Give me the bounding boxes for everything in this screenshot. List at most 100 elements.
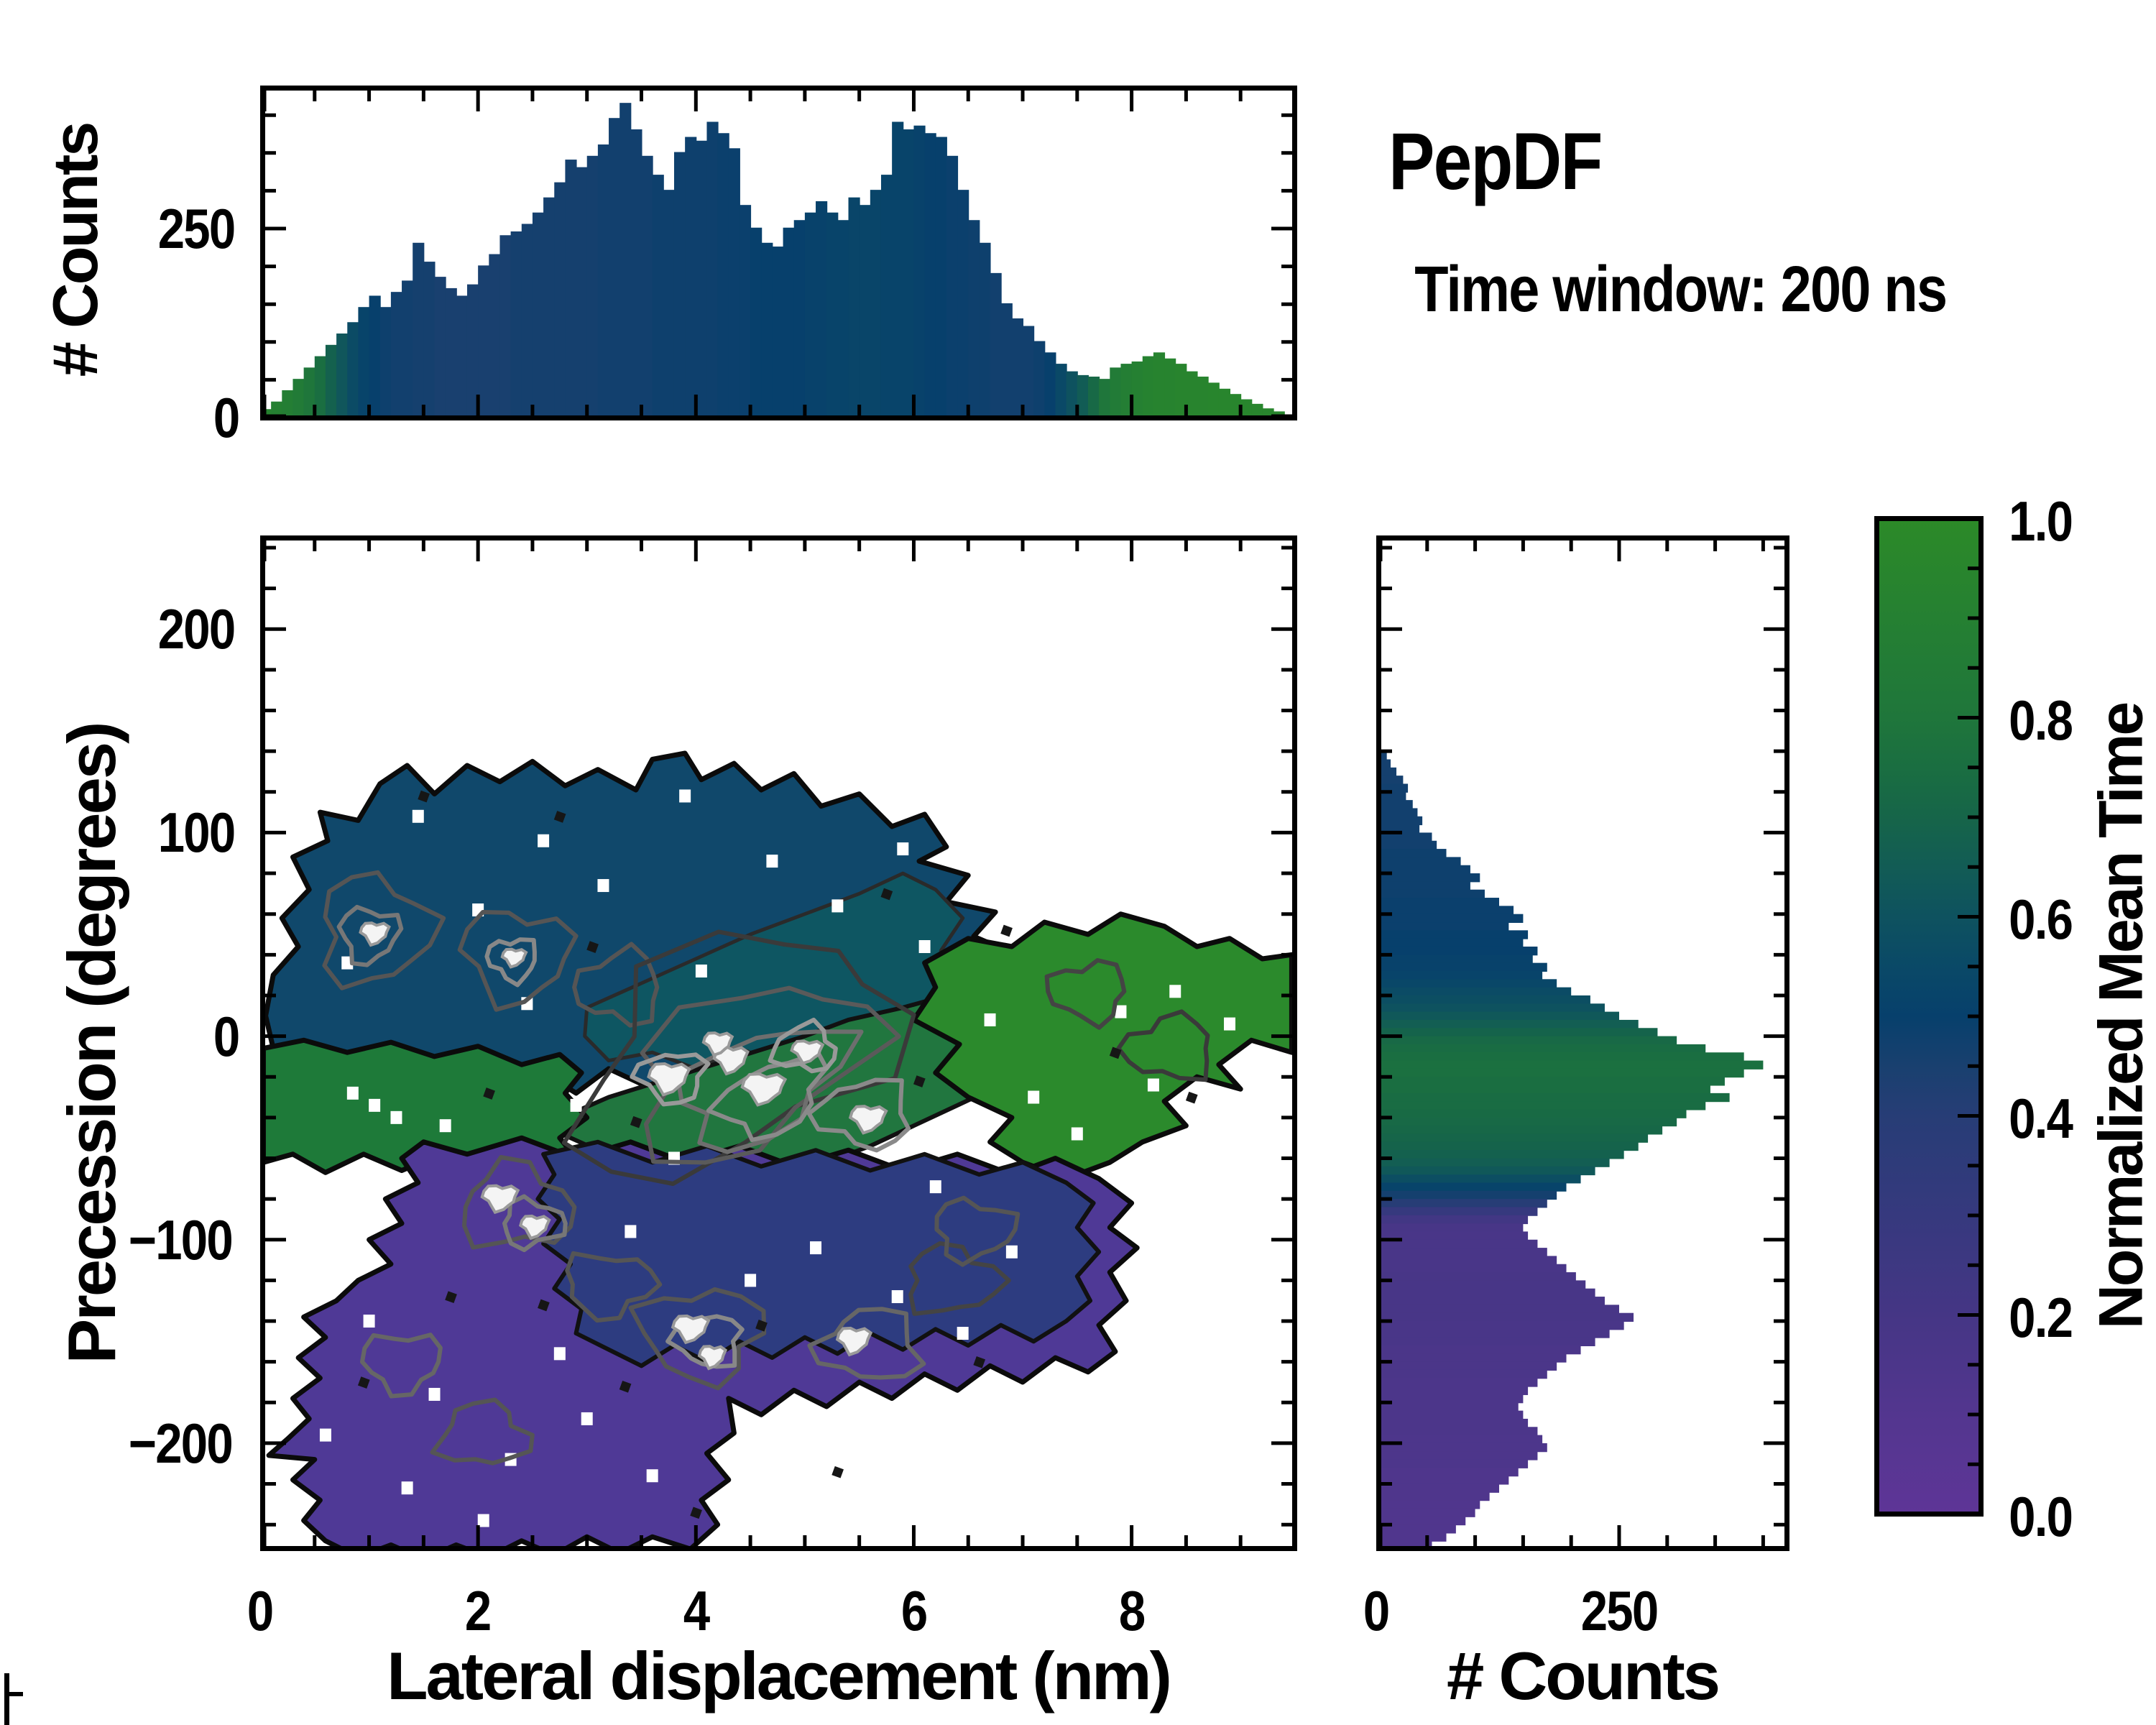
right-hist-bar [1379, 1092, 1730, 1103]
top-hist-bar [456, 295, 468, 420]
density-peak-highlight [712, 1046, 750, 1076]
right-hist-bar [1379, 1280, 1586, 1289]
right-hist-bar [1379, 1418, 1529, 1428]
right-hist-bar [1379, 1223, 1524, 1233]
top-hist-bar [1077, 374, 1089, 420]
right-hist-bar [1379, 962, 1547, 972]
top-hist-bar [554, 182, 566, 420]
dense-bin-dot [630, 1116, 642, 1128]
density-peak-highlight [790, 1039, 825, 1065]
empty-bin-hole [897, 842, 909, 856]
top-hist-bar [1131, 361, 1143, 420]
right-hist-bar [1379, 1052, 1744, 1062]
density-contour [675, 1029, 864, 1154]
top-hist-bar [848, 197, 860, 420]
right-hist-bar [1379, 791, 1406, 801]
top-hist-bar [586, 155, 599, 420]
right-hist-bar [1379, 1516, 1466, 1526]
colorbar-tick-0.8: 0.8 [2009, 688, 2073, 752]
empty-bin-hole [401, 1481, 413, 1495]
top-hist-bar [630, 129, 642, 420]
joint-density-panel [260, 535, 1297, 1551]
empty-bin-hole [891, 1290, 903, 1304]
right-hist-bar [1379, 1337, 1595, 1347]
right-hist-bar [1379, 922, 1509, 932]
right-hist-bar [1379, 1451, 1538, 1460]
right-hist-bar [1379, 1036, 1677, 1045]
right-hist-bar [1379, 1133, 1649, 1143]
top-hist-bar [478, 265, 490, 420]
top-hist-bar [1099, 379, 1111, 420]
density-peak-highlight [701, 1031, 734, 1057]
colorbar-gradient [1876, 518, 1981, 1514]
right-hist-bar [1379, 1402, 1519, 1412]
right-hist-bar [1379, 1060, 1764, 1070]
density-contour [484, 937, 537, 988]
top-hist-bar [641, 155, 653, 420]
top-hist-bar [303, 367, 315, 420]
colorbar-tick-0.4: 0.4 [2009, 1086, 2073, 1150]
top-hist-bar [347, 322, 359, 420]
empty-bin-hole [581, 1412, 593, 1425]
empty-bin-hole [918, 939, 931, 953]
empty-bin-hole [1071, 1127, 1083, 1141]
top-hist-bar [816, 201, 828, 420]
empty-bin-hole [745, 1274, 757, 1287]
right-hist-bar [1379, 1101, 1706, 1110]
right-hist-bar [1379, 1524, 1456, 1534]
top-hist-ylabel: # Counts [40, 123, 111, 377]
top-hist-bar [892, 121, 904, 420]
right-hist-bar [1379, 1028, 1658, 1037]
right-hist-bar [1379, 1207, 1538, 1216]
top-hist-bar [968, 220, 980, 420]
dense-bin-dot [538, 1299, 550, 1312]
empty-bin-hole [1115, 1005, 1127, 1018]
density-contour [806, 1077, 911, 1153]
top-hist-bar [1207, 382, 1220, 420]
top-hist-bar [772, 247, 784, 420]
right-hist-bar [1379, 1264, 1567, 1274]
right-hist-bar [1379, 954, 1533, 964]
top-hist-bar [292, 379, 305, 420]
dense-bin-dot [553, 811, 566, 823]
density-contour [572, 942, 660, 1028]
top-hist-bar [413, 242, 425, 420]
top-hist-bar [390, 292, 403, 420]
page-title: PepDF [1388, 116, 1603, 206]
top-hist-bar [543, 197, 556, 420]
top-hist-bar [609, 118, 621, 420]
right-hist-xtick-250: 250 [1580, 1579, 1659, 1642]
top-hist-bar [597, 144, 610, 420]
right-hist-bar [1379, 1003, 1605, 1013]
right-hist-bar [1379, 889, 1485, 899]
right-hist-bar [1379, 1182, 1567, 1192]
top-hist-bar [619, 103, 632, 420]
right-hist-bar [1379, 1484, 1499, 1493]
top-hist-bar [510, 231, 522, 420]
top-hist-bar [282, 390, 294, 420]
dense-bin-dot [1109, 1046, 1122, 1059]
top-hist-bar [1066, 371, 1078, 420]
empty-bin-hole [477, 1514, 489, 1527]
top-hist-bar [870, 190, 882, 420]
stray-axis-fragment-v [4, 1673, 9, 1725]
main-xtick-2: 2 [465, 1579, 492, 1642]
density-peak-highlight [359, 921, 391, 947]
top-hist-bar [903, 129, 915, 420]
top-hist-bar [423, 262, 436, 420]
right-hist-bar [1379, 1231, 1529, 1241]
top-hist-bar [576, 167, 588, 420]
top-hist-bar [565, 160, 577, 420]
right-hist-bar [1379, 1158, 1610, 1167]
top-hist-bar [946, 155, 959, 420]
main-ytick--200: −200 [129, 1411, 234, 1475]
dense-bin-dot [586, 941, 599, 953]
top-hist-bar [804, 212, 817, 420]
top-hist-bar [935, 137, 947, 420]
right-hist-bar [1379, 906, 1514, 915]
empty-bin-hole [538, 834, 550, 847]
right-hist-bar [1379, 1435, 1543, 1444]
right-hist-bar [1379, 873, 1480, 883]
main-ytick--100: −100 [129, 1208, 234, 1271]
